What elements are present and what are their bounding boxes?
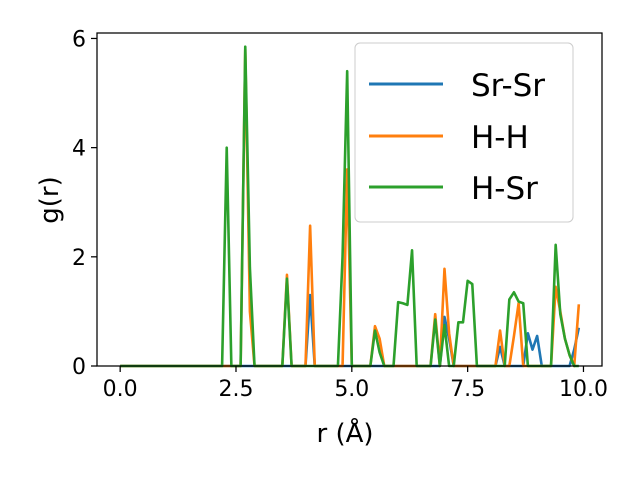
y-tick-label: 4 [72,137,86,162]
legend-label-h-h: H-H [471,120,529,156]
x-tick-label: 2.5 [218,377,253,402]
x-tick-label: 7.5 [450,377,485,402]
x-tick-label: 0.0 [103,377,138,402]
x-axis-label: r (Å) [316,417,373,449]
legend-box [354,42,574,223]
y-tick-label: 6 [72,27,86,52]
x-axis: 0.0 2.5 5.0 7.5 10.0 [103,366,608,402]
x-tick-label: 5.0 [334,377,369,402]
legend: Sr-Sr H-H H-Sr [354,42,574,223]
legend-label-sr-sr: Sr-Sr [471,68,545,104]
axes-frame [96,32,603,367]
y-tick-label: 0 [72,355,86,380]
y-axis: 0 2 4 6 [72,27,97,380]
legend-label-h-sr: H-Sr [471,171,538,207]
x-tick-label: 10.0 [559,377,608,402]
y-axis-label: g(r) [35,176,65,223]
y-tick-label: 2 [72,246,86,271]
